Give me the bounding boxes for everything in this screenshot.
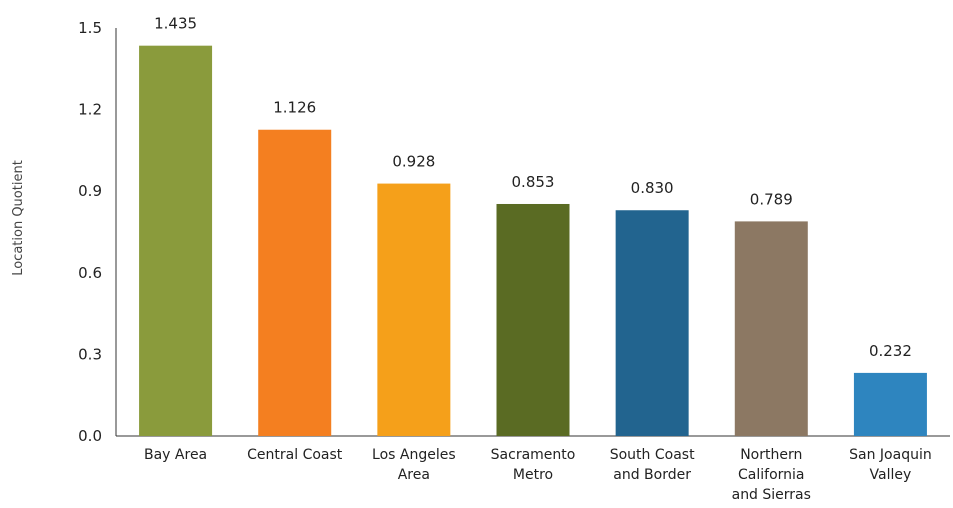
y-tick-label: 0.0: [78, 427, 102, 445]
data-label: 0.853: [512, 173, 555, 191]
y-axis-ticks: 0.0 0.3 0.6 0.9 1.2 1.5: [78, 19, 102, 445]
data-labels: 1.435 1.126 0.928 0.853 0.830 0.789 0.232: [154, 15, 912, 360]
x-tick-label: Valley: [870, 467, 912, 483]
data-label: 0.232: [869, 342, 912, 360]
data-label: 1.435: [154, 15, 197, 33]
x-tick-label: Metro: [513, 467, 553, 483]
data-label: 0.830: [631, 179, 674, 197]
bar: [258, 129, 332, 436]
x-tick-label: San Joaquin: [849, 447, 932, 463]
x-tick-label: Bay Area: [144, 447, 207, 463]
x-tick-label: and Sierras: [732, 487, 811, 503]
x-tick-label: California: [738, 467, 804, 483]
x-tick-label: Central Coast: [247, 447, 343, 463]
x-axis-labels: Bay Area Central Coast Los Angeles Area Sacr…: [144, 447, 932, 503]
y-tick-label: 1.5: [78, 19, 102, 37]
bar: [853, 372, 927, 436]
bars: [139, 45, 927, 437]
x-tick-label: Sacramento: [491, 447, 576, 463]
x-tick-label: Area: [398, 467, 430, 483]
x-tick-label: and Border: [613, 467, 691, 483]
x-tick-label: Los Angeles: [372, 447, 456, 463]
data-label: 1.126: [273, 99, 316, 117]
x-tick-label: Northern: [740, 447, 802, 463]
data-label: 0.928: [392, 153, 435, 171]
bar: [377, 183, 451, 436]
y-tick-label: 0.3: [78, 345, 102, 363]
y-tick-label: 1.2: [78, 101, 102, 119]
y-tick-label: 0.6: [78, 264, 102, 282]
data-label: 0.789: [750, 190, 793, 208]
x-tick-label: South Coast: [610, 447, 695, 463]
bar: [496, 203, 570, 436]
bar: [734, 221, 808, 436]
y-tick-label: 0.9: [78, 182, 102, 200]
bar: [139, 45, 213, 437]
y-axis-label: Location Quotient: [11, 160, 26, 276]
bar: [615, 210, 689, 436]
